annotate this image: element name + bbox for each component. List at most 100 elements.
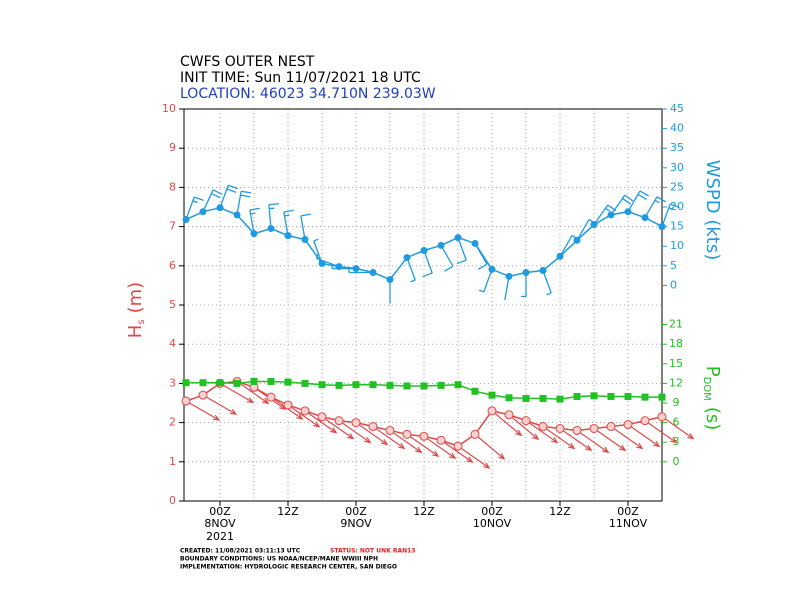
period-point xyxy=(522,394,530,402)
period-point xyxy=(318,381,326,389)
wave-arrow xyxy=(185,400,221,421)
wave-arrow xyxy=(610,426,644,450)
wave-arrow-head xyxy=(636,442,644,450)
x-tick-label: 12Z xyxy=(549,505,571,518)
wave-arrow xyxy=(372,426,406,450)
wind-barb-staff xyxy=(627,190,641,213)
wave-arrow xyxy=(542,426,576,450)
x-tick-label: 00Z xyxy=(481,505,503,518)
y3-tick-label: 18 xyxy=(669,337,683,350)
wave-arrow-shaft xyxy=(423,435,456,459)
init-time: INIT TIME: Sun 11/07/2021 18 UTC xyxy=(180,70,421,86)
wind-barb xyxy=(283,209,294,236)
wspd-point xyxy=(573,236,581,244)
y-axis-title-main: H xyxy=(125,325,146,339)
wave-arrow xyxy=(423,435,457,459)
wind-barb xyxy=(202,189,223,212)
y-axis-title: Hs (m) xyxy=(125,282,147,338)
wind-barb-staff xyxy=(316,257,340,268)
wind-barb xyxy=(422,250,433,278)
x-date-label: 8NOV xyxy=(204,517,236,530)
wave-arrow-head xyxy=(347,433,355,440)
created: CREATED: 11/08/2021 03:11:13 UTC xyxy=(180,548,301,555)
wave-arrow-head xyxy=(330,427,338,434)
wave-arrow-head xyxy=(653,440,661,448)
wspd-point xyxy=(199,208,207,216)
wind-barb-flag xyxy=(456,259,467,265)
hs-point xyxy=(368,422,378,432)
wave-arrow-shaft xyxy=(355,422,388,445)
y2-tick-label: 10 xyxy=(670,239,684,252)
wave-arrow xyxy=(440,439,474,463)
y2-tick-label: 40 xyxy=(670,122,684,135)
wind-barb xyxy=(268,203,279,229)
wave-arrow-head xyxy=(515,429,523,437)
y-tick-label: 0 xyxy=(169,494,176,507)
wspd-point xyxy=(369,268,377,276)
wave-arrow-shaft xyxy=(525,420,558,443)
x-date-label: 11NOV xyxy=(609,517,648,530)
wave-arrow-shaft xyxy=(644,420,677,443)
hs-point xyxy=(351,418,361,428)
period-point xyxy=(573,392,581,400)
y2-tick-label: 45 xyxy=(670,102,684,115)
wave-arrow-shaft xyxy=(406,433,439,457)
y3-tick-label: 21 xyxy=(669,318,683,331)
wave-arrow-shaft xyxy=(559,427,592,451)
wave-arrow-shaft xyxy=(661,416,694,440)
y-tick-label: 2 xyxy=(169,416,176,429)
wind-barb-flag xyxy=(313,238,319,242)
wspd-point xyxy=(182,216,190,224)
wind-barb-staff xyxy=(423,250,433,274)
wave-arrow-head xyxy=(398,442,406,450)
wind-barb-staff xyxy=(406,257,416,281)
wave-arrow-shaft xyxy=(304,410,337,434)
wave-arrow xyxy=(508,414,540,441)
period-point xyxy=(641,393,649,401)
wind-barb-flag xyxy=(193,196,204,202)
wind-barb-flag xyxy=(444,265,454,272)
y-tick-label: 4 xyxy=(169,337,176,350)
wave-arrow-head xyxy=(602,446,610,454)
wind-barb-flag xyxy=(249,207,260,211)
wind-barb xyxy=(236,190,252,215)
wave-arrow xyxy=(593,427,627,452)
period-point xyxy=(505,394,513,402)
wind-barb-staff xyxy=(474,243,488,265)
wave-arrow-head xyxy=(432,450,440,458)
wspd-point xyxy=(539,267,547,275)
wave-arrow xyxy=(202,394,238,415)
wspd-point xyxy=(301,236,309,244)
wind-barb xyxy=(478,269,493,293)
x-year-label: 2021 xyxy=(206,530,234,543)
wind-barb-flag xyxy=(622,197,632,205)
wspd-point xyxy=(607,211,615,219)
wind-barb xyxy=(249,207,260,234)
wind-barb-flag xyxy=(639,190,649,197)
wind-barb-flag xyxy=(637,193,647,200)
wave-arrow xyxy=(389,429,423,454)
y3-axis-title-sub: DOM xyxy=(701,377,712,401)
period-point xyxy=(352,381,360,389)
wind-barb xyxy=(542,270,552,296)
wind-barb-flag xyxy=(192,200,198,204)
hs-point xyxy=(419,431,429,441)
wave-arrow-head xyxy=(246,397,255,404)
period-point xyxy=(284,378,292,386)
wave-arrow-shaft xyxy=(508,414,539,440)
hs-point xyxy=(385,425,395,435)
wind-barb-flag xyxy=(624,194,634,202)
wspd-point xyxy=(471,239,479,247)
wave-arrow xyxy=(321,416,355,440)
wspd-point xyxy=(522,268,530,276)
wind-barb-flag xyxy=(669,203,680,209)
period-point xyxy=(301,379,309,387)
y-tick-label: 9 xyxy=(169,141,176,154)
wind-barb xyxy=(348,267,373,274)
period-point xyxy=(658,393,666,401)
wind-barb-flag xyxy=(226,188,237,194)
wave-arrow xyxy=(236,380,270,405)
wspd-point xyxy=(437,241,445,249)
wind-barb-staff xyxy=(457,237,467,261)
wspd-point xyxy=(624,208,632,216)
